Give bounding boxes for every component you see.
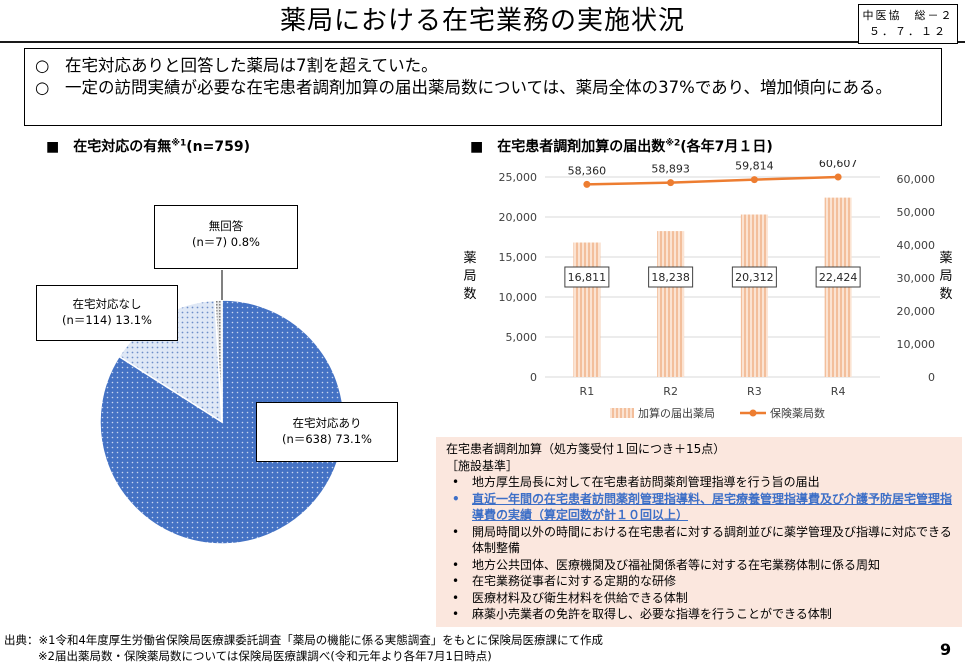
left-tick-label: 15,000 bbox=[499, 251, 538, 264]
legend-label-line: 保険薬局数 bbox=[770, 406, 825, 420]
callout-home-care: 在宅対応あり (n＝638) 73.1% bbox=[256, 402, 398, 462]
criteria-item: 在宅業務従事者に対する定期的な研修 bbox=[446, 573, 952, 590]
bar-value-label: 20,312 bbox=[735, 271, 774, 284]
line-value-label: 60,607 bbox=[819, 160, 858, 170]
pie-heading-text: ■ 在宅対応の有無 bbox=[46, 139, 172, 155]
title-underline bbox=[0, 41, 965, 43]
line-value-label: 58,360 bbox=[568, 164, 607, 177]
criteria-item: 地方厚生局長に対して在宅患者訪問薬剤管理指導を行う旨の届出 bbox=[446, 474, 952, 491]
summary-text: 在宅対応ありと回答した薬局は7割を超えていた。 bbox=[65, 56, 438, 75]
legend-marker-line bbox=[749, 409, 757, 417]
pie-heading-note: ※1 bbox=[171, 138, 187, 149]
bullet-circle-icon: ○ bbox=[35, 56, 50, 75]
doc-tag-line1: 中医協 総－２ bbox=[862, 9, 954, 22]
right-tick-label: 10,000 bbox=[897, 338, 936, 351]
right-tick-label: 30,000 bbox=[897, 272, 936, 285]
bar-heading-text: ■ 在宅患者調剤加算の届出数 bbox=[470, 139, 666, 155]
bar-value-label: 16,811 bbox=[568, 271, 607, 284]
right-axis-label: 薬局数 bbox=[939, 251, 953, 302]
left-tick-label: 0 bbox=[530, 371, 537, 384]
bar-value-box bbox=[815, 266, 861, 288]
notes-list: 地方厚生局長に対して在宅患者訪問薬剤管理指導を行う旨の届出直近一年間の在宅患者訪… bbox=[446, 474, 952, 623]
right-tick-label: 40,000 bbox=[897, 239, 936, 252]
bullet-circle-icon: ○ bbox=[35, 78, 50, 97]
left-tick-label: 20,000 bbox=[499, 211, 538, 224]
bar-heading-tail: (各年7月１日) bbox=[680, 139, 773, 155]
callout-label: 在宅対応あり bbox=[292, 416, 362, 430]
left-axis-label: 薬局数 bbox=[463, 251, 477, 302]
summary-box: ○ 在宅対応ありと回答した薬局は7割を超えていた。 ○ 一定の訪問実績が必要な在… bbox=[24, 48, 942, 126]
right-tick-label: 20,000 bbox=[897, 305, 936, 318]
right-tick-label: 60,000 bbox=[897, 173, 936, 186]
bar-R3 bbox=[740, 214, 768, 377]
bar-value-box bbox=[648, 266, 694, 288]
callout-label: 無回答 bbox=[208, 219, 244, 233]
callout-label: 在宅対応なし bbox=[72, 297, 142, 311]
footnote-line2: ※2届出薬局数・保険薬局数については保険局医療課調べ(令和元年より各年7月1日時… bbox=[38, 649, 492, 663]
line-value-label: 59,814 bbox=[735, 160, 774, 173]
source-footnote: 出典：※1令和4年度厚生労働省保険局医療課委託調査「薬局の機能に係る実態調査」を… bbox=[4, 632, 603, 664]
left-tick-label: 5,000 bbox=[506, 331, 538, 344]
line-point bbox=[583, 180, 591, 188]
line-point bbox=[750, 176, 758, 184]
bar-heading: ■ 在宅患者調剤加算の届出数※2(各年7月１日) bbox=[470, 136, 773, 156]
line-point bbox=[834, 173, 842, 181]
notes-subtitle: ［施設基準］ bbox=[446, 458, 519, 473]
criteria-item: 医療材料及び衛生材料を供給できる体制 bbox=[446, 590, 952, 607]
right-tick-label: 0 bbox=[928, 371, 935, 384]
criteria-item: 地方公共団体、医療機関及び福祉関係者等に対する在宅業務体制に係る周知 bbox=[446, 557, 952, 574]
callout-value: (n＝7) 0.8% bbox=[192, 235, 260, 249]
bar-R2 bbox=[657, 231, 685, 377]
legend-swatch-bar bbox=[610, 408, 634, 418]
criteria-item: 麻薬小売業者の免許を取得し、必要な指導を行うことができる体制 bbox=[446, 606, 952, 623]
criteria-item: 開局時間以外の時間における在宅患者に対する調剤並びに薬学管理及び指導に対応できる… bbox=[446, 524, 952, 557]
category-label: R4 bbox=[831, 385, 846, 398]
callout-value: (n＝114) 13.1% bbox=[62, 313, 152, 327]
bar-value-box bbox=[564, 266, 610, 288]
summary-text: 一定の訪問実績が必要な在宅患者調剤加算の届出薬局数については、薬局全体の37%で… bbox=[65, 78, 893, 97]
document-tag: 中医協 総－２ ５．７．１２ bbox=[858, 4, 958, 44]
doc-tag-line2: ５．７．１２ bbox=[869, 25, 947, 38]
page-number: 9 bbox=[940, 640, 952, 659]
bar-heading-note: ※2 bbox=[665, 138, 681, 149]
left-tick-label: 25,000 bbox=[499, 171, 538, 184]
summary-item: ○ 在宅対応ありと回答した薬局は7割を超えていた。 bbox=[35, 55, 931, 77]
bar-value-label: 22,424 bbox=[819, 271, 858, 284]
pie-heading-n: (n=759) bbox=[186, 139, 250, 155]
callout-no-home-care: 在宅対応なし (n＝114) 13.1% bbox=[36, 285, 178, 341]
summary-item: ○ 一定の訪問実績が必要な在宅患者調剤加算の届出薬局数については、薬局全体の37… bbox=[35, 77, 931, 99]
facility-criteria-box: 在宅患者調剤加算（処方箋受付１回につき＋15点） ［施設基準］ 地方厚生局長に対… bbox=[436, 437, 962, 627]
bar-value-box bbox=[731, 266, 777, 288]
line-point bbox=[667, 179, 675, 187]
page-title: 薬局における在宅業務の実施状況 bbox=[279, 6, 685, 36]
criteria-item: 直近一年間の在宅患者訪問薬剤管理指導料、居宅療養管理指導費及び介護予防居宅管理指… bbox=[446, 491, 952, 524]
bar-line-chart: 16,811 18,238 20,312 22,424 58,360 58,893 59,… bbox=[499, 160, 936, 420]
callout-value: (n＝638) 73.1% bbox=[282, 432, 372, 446]
left-tick-label: 10,000 bbox=[499, 291, 538, 304]
bar-value-label: 18,238 bbox=[651, 271, 690, 284]
line-series-pharmacies bbox=[586, 175, 839, 186]
legend-label-bar: 加算の届出薬局 bbox=[638, 406, 715, 420]
bar-R1 bbox=[573, 242, 601, 377]
callout-no-answer: 無回答 (n＝7) 0.8% bbox=[154, 205, 298, 269]
pie-chart bbox=[99, 270, 345, 545]
footnote-line1: 出典：※1令和4年度厚生労働省保険局医療課委託調査「薬局の機能に係る実態調査」を… bbox=[4, 633, 604, 647]
notes-title: 在宅患者調剤加算（処方箋受付１回につき＋15点） bbox=[446, 442, 726, 456]
category-label: R2 bbox=[663, 385, 678, 398]
right-tick-label: 50,000 bbox=[897, 206, 936, 219]
category-label: R1 bbox=[580, 385, 595, 398]
line-value-label: 58,893 bbox=[651, 163, 690, 176]
category-label: R3 bbox=[747, 385, 762, 398]
pie-heading: ■ 在宅対応の有無※1(n=759) bbox=[46, 136, 250, 156]
